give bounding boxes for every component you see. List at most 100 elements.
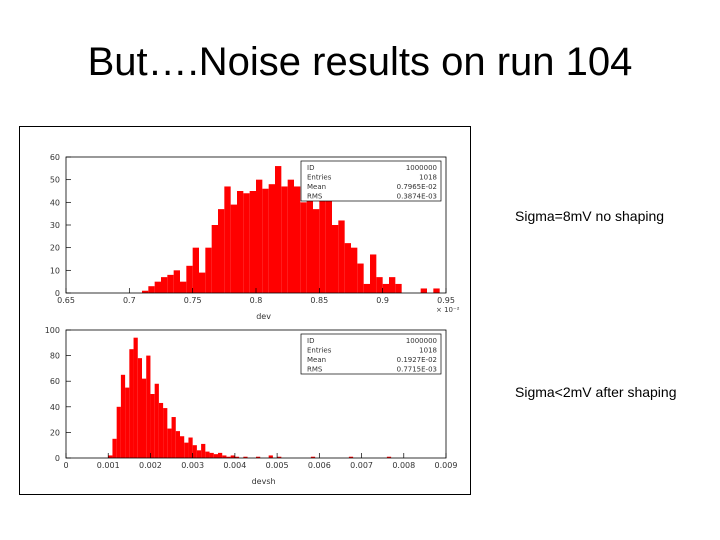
bottom-histogram-bar — [386, 456, 392, 458]
bottom-histogram-bar — [120, 374, 126, 458]
top-histogram-bar — [237, 191, 244, 293]
top-histogram-bar — [351, 247, 358, 293]
top-histogram-bar — [376, 277, 383, 293]
bottom-histogram-bar — [348, 456, 354, 458]
bottom-x-axis-label: devsh — [252, 477, 276, 486]
top-stats-value: 1018 — [419, 174, 437, 182]
bottom-stats-key: Mean — [307, 356, 326, 364]
bottom-stats-value: 0.1927E-02 — [397, 356, 437, 364]
note-no-shaping: Sigma=8mV no shaping — [515, 208, 665, 224]
top-histogram-bar — [325, 191, 332, 293]
top-histogram-bar — [338, 220, 345, 293]
bottom-histogram-bar — [154, 383, 159, 458]
bottom-x-tick-label: 0.005 — [266, 461, 289, 470]
bottom-histogram-bar — [167, 428, 172, 458]
top-stats-value: 0.3874E-03 — [397, 193, 437, 201]
top-x-tick-label: 0.75 — [184, 296, 202, 305]
top-stats-key: Mean — [307, 183, 326, 191]
top-histogram-bar — [211, 225, 218, 293]
note-after-shaping: Sigma<2mV after shaping — [515, 384, 677, 400]
top-histogram-bar — [294, 186, 301, 293]
top-stats-key: Entries — [307, 174, 332, 182]
top-histogram-bar — [256, 179, 263, 293]
bottom-y-tick-label: 80 — [50, 352, 60, 361]
top-stats-value: 0.7965E-02 — [397, 183, 437, 191]
bottom-histogram-bar — [209, 452, 214, 458]
bottom-histogram-bar — [222, 455, 227, 458]
bottom-stats-value: 1000000 — [406, 337, 437, 345]
top-histogram-bar — [154, 281, 161, 293]
bottom-histogram-bar — [277, 456, 282, 458]
top-x-tick-label: 0.9 — [376, 296, 389, 305]
top-y-tick-label: 60 — [50, 153, 60, 162]
bottom-histogram-bar — [230, 455, 235, 458]
top-histogram-bar — [218, 209, 225, 293]
top-histogram-bar — [382, 283, 389, 293]
top-histogram-bar — [275, 166, 282, 293]
top-histogram-bar — [249, 191, 256, 293]
bottom-x-tick-label: 0 — [63, 461, 68, 470]
bottom-histogram-bar — [142, 378, 147, 458]
top-x-axis-label: dev — [256, 312, 271, 321]
top-x-tick-label: 0.7 — [123, 296, 136, 305]
top-y-tick-label: 40 — [50, 198, 60, 207]
bottom-x-tick-label: 0.003 — [181, 461, 204, 470]
bottom-histogram-bar — [192, 445, 197, 458]
top-x-tick-label: 0.85 — [310, 296, 328, 305]
top-histogram-bar — [230, 204, 237, 293]
top-y-tick-label: 30 — [50, 221, 60, 230]
top-y-tick-label: 10 — [50, 266, 60, 275]
top-histogram-bar — [262, 188, 269, 293]
bottom-histogram-bar — [188, 437, 193, 458]
top-histogram-bar — [306, 166, 313, 293]
top-histogram-bar — [395, 283, 402, 293]
bottom-histogram-bar — [133, 337, 138, 458]
top-stats-key: ID — [307, 164, 314, 172]
top-histogram-bar — [148, 286, 155, 293]
top-histogram-bar — [287, 179, 294, 293]
bottom-histogram-bar — [108, 455, 113, 458]
top-histogram-bar — [180, 281, 187, 293]
top-histogram-bar — [161, 277, 168, 293]
top-histogram-bar — [167, 274, 174, 293]
bottom-histogram-bar — [213, 454, 218, 458]
bottom-x-tick-label: 0.001 — [97, 461, 120, 470]
top-histogram-bar — [199, 272, 206, 293]
bottom-x-tick-label: 0.004 — [223, 461, 246, 470]
bottom-histogram-bar — [243, 456, 248, 458]
top-histogram-bar — [344, 243, 351, 293]
bottom-plot-frame — [65, 329, 447, 459]
bottom-histogram-bar — [218, 452, 223, 458]
bottom-x-tick-label: 0.002 — [139, 461, 162, 470]
bottom-histogram-bar — [256, 456, 261, 458]
bottom-histogram-bar — [310, 456, 316, 458]
bottom-stats-value: 0.7715E-03 — [397, 366, 437, 374]
bottom-y-tick-label: 100 — [45, 326, 60, 335]
bottom-stats-value: 1018 — [419, 347, 437, 355]
bottom-histogram-bar — [129, 349, 134, 458]
bottom-y-tick-label: 20 — [50, 428, 60, 437]
top-histogram-bar — [420, 288, 427, 293]
bottom-histogram-bar — [146, 355, 151, 458]
top-histogram-bar — [389, 277, 396, 293]
top-histogram-bar — [370, 254, 377, 293]
bottom-x-tick-label: 0.008 — [392, 461, 415, 470]
bottom-x-tick-label: 0.006 — [308, 461, 331, 470]
top-histogram-bar — [300, 202, 307, 293]
bottom-histogram-bar — [137, 358, 142, 458]
top-histogram-bar — [224, 186, 231, 293]
top-y-tick-label: 0 — [55, 289, 60, 298]
top-stats-box — [300, 160, 442, 202]
top-histogram-bar — [192, 247, 199, 293]
top-histogram-bar — [205, 247, 212, 293]
bottom-y-tick-label: 60 — [50, 377, 60, 386]
bottom-histogram-bar — [125, 387, 130, 458]
histogram-panel: 0 10 20 30 40 50 60 0.65 0.7 0.75 0.8 0.85 0.9 0.95 × … — [19, 126, 471, 495]
bottom-histogram-bar — [158, 402, 164, 458]
bottom-histogram-bar — [116, 406, 121, 458]
bottom-stats-box — [300, 333, 442, 375]
top-histogram-bar — [319, 188, 326, 293]
top-stats-key: RMS — [307, 193, 323, 201]
bottom-histogram-bar — [196, 450, 202, 458]
histogram-plots: 0 10 20 30 40 50 60 0.65 0.7 0.75 0.8 0.85 0.9 0.95× … — [45, 153, 460, 486]
